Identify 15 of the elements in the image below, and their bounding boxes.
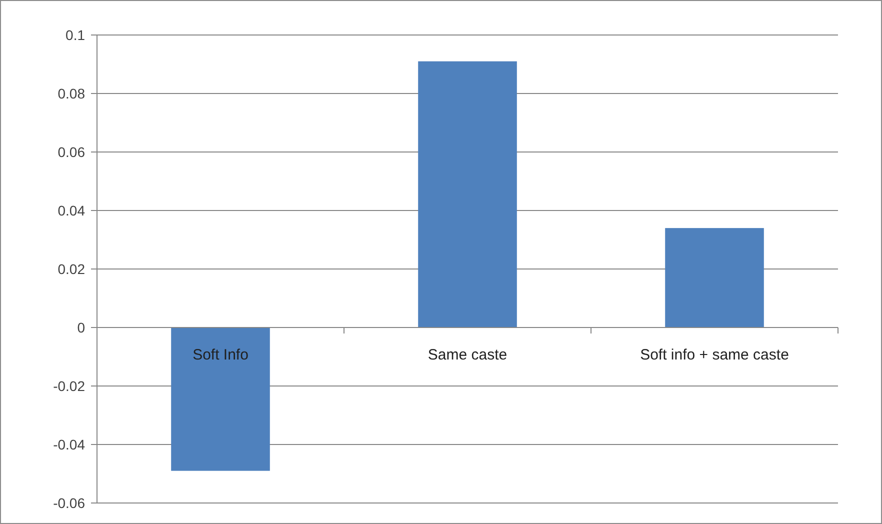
- y-tick-label: -0.06: [53, 495, 86, 511]
- y-tick-label: 0.02: [58, 261, 86, 277]
- y-tick-label: -0.04: [53, 436, 86, 452]
- y-tick-label: 0.04: [58, 202, 86, 218]
- x-tick-label: Soft info + same caste: [640, 346, 789, 364]
- x-tick-label: Same caste: [428, 346, 508, 364]
- y-tick-label: 0.08: [58, 86, 86, 102]
- bar: [171, 328, 270, 471]
- bar: [418, 61, 517, 328]
- bar: [665, 228, 764, 328]
- x-tick-label: Soft Info: [192, 346, 248, 364]
- y-tick-label: -0.02: [53, 378, 86, 394]
- y-tick-label: 0.06: [58, 144, 86, 160]
- y-tick-label: 0.1: [66, 27, 86, 43]
- y-tick-label: 0: [77, 320, 86, 336]
